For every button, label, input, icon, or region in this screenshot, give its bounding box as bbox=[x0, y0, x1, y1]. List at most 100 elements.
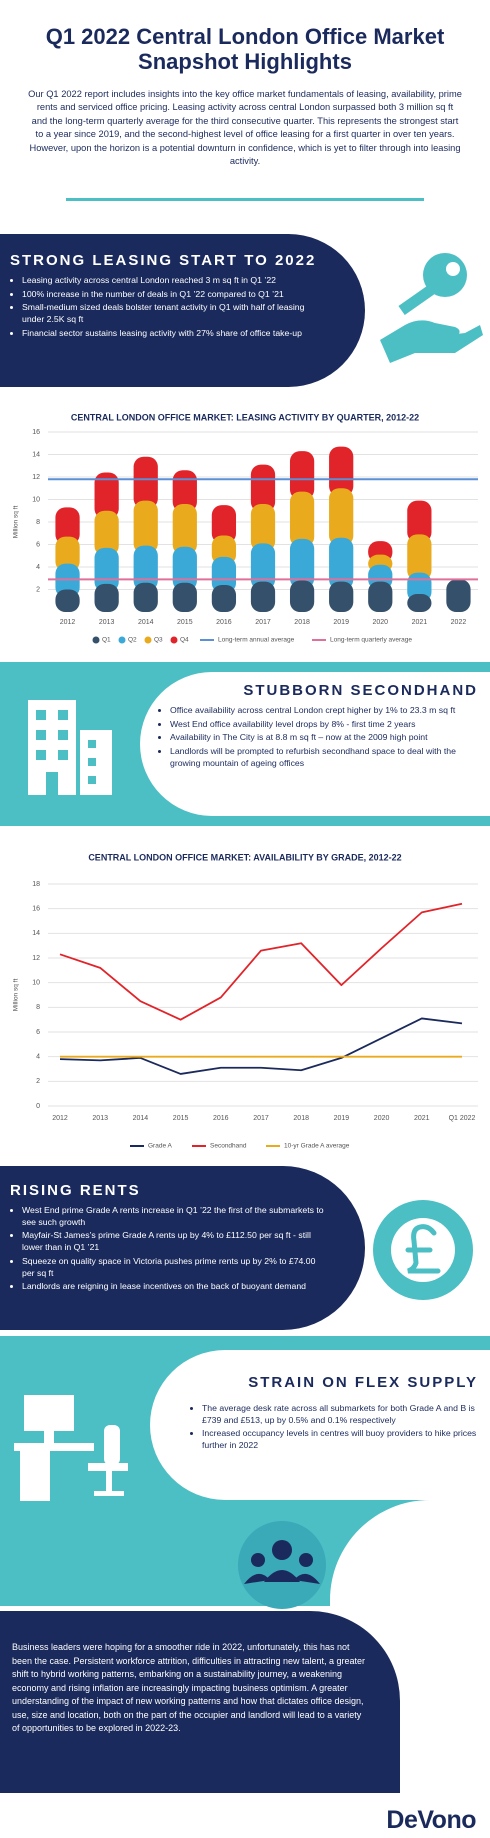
bar-segment bbox=[133, 582, 158, 612]
bar-segment bbox=[133, 456, 158, 509]
x-tick-label: 2019 bbox=[333, 619, 349, 626]
x-tick-label: Q1 2022 bbox=[449, 1115, 476, 1122]
bar-segment bbox=[250, 581, 276, 612]
bar-segment bbox=[211, 535, 237, 565]
bullet: Office availability across central Londo… bbox=[170, 705, 478, 717]
bar-segment bbox=[329, 446, 354, 497]
legend-label: Long-term quarterly average bbox=[330, 637, 412, 644]
x-tick-label: 2013 bbox=[92, 1115, 108, 1122]
bar-segment bbox=[55, 589, 80, 612]
bar-segment bbox=[94, 583, 119, 612]
bar-segment bbox=[172, 504, 197, 555]
divider bbox=[66, 198, 424, 201]
section-box: RISING RENTS West End prime Grade A rent… bbox=[0, 1166, 365, 1330]
bullet: Landlords are reigning in lease incentiv… bbox=[22, 1281, 325, 1293]
x-tick-label: 2019 bbox=[334, 1115, 350, 1122]
bullet: West End prime Grade A rents increase in… bbox=[22, 1205, 325, 1228]
legend-label: Q1 bbox=[102, 637, 111, 644]
bullet: Leasing activity across central London r… bbox=[22, 275, 325, 287]
bullet: Increased occupancy levels in centres wi… bbox=[202, 1428, 478, 1451]
bar-segment bbox=[55, 536, 80, 572]
bullet: 100% increase in the number of deals in … bbox=[22, 289, 325, 301]
bullet: Landlords will be prompted to refurbish … bbox=[170, 746, 478, 769]
x-tick-label: 2012 bbox=[52, 1115, 68, 1122]
bar-segment bbox=[55, 507, 80, 545]
chart-title: CENTRAL LONDON OFFICE MARKET: AVAILABILI… bbox=[88, 852, 401, 862]
building-icon bbox=[28, 700, 112, 795]
y-tick-label: 4 bbox=[36, 564, 40, 571]
bullet-list: Office availability across central Londo… bbox=[158, 705, 478, 770]
x-tick-label: 2020 bbox=[372, 619, 388, 626]
y-axis-label: Million sq ft bbox=[13, 506, 20, 539]
bar-segment bbox=[446, 579, 471, 612]
key-icon bbox=[380, 253, 483, 363]
chart: CENTRAL LONDON OFFICE MARKET: AVAILABILI… bbox=[13, 852, 478, 1150]
bar-segment bbox=[289, 451, 315, 500]
y-tick-label: 16 bbox=[32, 906, 40, 913]
y-tick-label: 2 bbox=[36, 586, 40, 593]
x-tick-label: 2014 bbox=[138, 619, 154, 626]
bar-segment bbox=[211, 505, 237, 544]
x-tick-label: 2021 bbox=[412, 619, 428, 626]
bar-segment bbox=[407, 500, 432, 543]
bullet: Financial sector sustains leasing activi… bbox=[22, 328, 325, 340]
y-tick-label: 8 bbox=[36, 1004, 40, 1011]
series-line bbox=[59, 902, 463, 1021]
x-tick-label: 2021 bbox=[414, 1115, 430, 1122]
x-tick-label: 2014 bbox=[133, 1115, 149, 1122]
section-box: STRAIN ON FLEX SUPPLY The average desk r… bbox=[150, 1350, 490, 1500]
y-tick-label: 2 bbox=[36, 1078, 40, 1085]
y-tick-label: 18 bbox=[32, 881, 40, 888]
legend-label: Grade A bbox=[148, 1143, 173, 1150]
y-tick-label: 14 bbox=[32, 451, 40, 458]
x-tick-label: 2022 bbox=[451, 619, 467, 626]
bullet: The average desk rate across all submark… bbox=[202, 1403, 478, 1426]
legend-label: Q2 bbox=[128, 637, 137, 644]
legend-swatch bbox=[118, 636, 126, 644]
y-tick-label: 8 bbox=[36, 519, 40, 526]
y-tick-label: 0 bbox=[36, 1103, 40, 1110]
bar-segment bbox=[407, 594, 432, 612]
bar-segment bbox=[289, 491, 315, 547]
bar-segment bbox=[211, 556, 237, 593]
legend-swatch bbox=[144, 636, 152, 644]
bar-segment bbox=[250, 543, 276, 590]
section-title: RISING RENTS bbox=[10, 1182, 141, 1199]
legend-swatch bbox=[92, 636, 100, 644]
bullet: Mayfair-St James’s prime Grade A rents u… bbox=[22, 1230, 325, 1253]
chart-title: CENTRAL LONDON OFFICE MARKET: LEASING AC… bbox=[71, 412, 419, 422]
bullet: West End office availability level drops… bbox=[170, 719, 478, 731]
bar-segment bbox=[94, 472, 119, 519]
section-title: STUBBORN SECONDHAND bbox=[243, 682, 478, 699]
bar-segment bbox=[368, 581, 393, 612]
bar-segment bbox=[407, 534, 432, 581]
bar-segment bbox=[172, 470, 197, 512]
legend-label: Secondhand bbox=[210, 1143, 247, 1150]
y-tick-label: 6 bbox=[36, 1029, 40, 1036]
bar-segment bbox=[329, 581, 354, 612]
bullet: Availability in The City is at 8.8 m sq … bbox=[170, 732, 478, 744]
bullet-list: Leasing activity across central London r… bbox=[10, 275, 325, 340]
chart: CENTRAL LONDON OFFICE MARKET: LEASING AC… bbox=[13, 412, 478, 644]
bullet: Small-medium sized deals bolster tenant … bbox=[22, 302, 325, 325]
series-line bbox=[59, 1017, 463, 1075]
section-title: STRAIN ON FLEX SUPPLY bbox=[248, 1374, 478, 1391]
y-axis-label: Million sq ft bbox=[13, 979, 20, 1012]
y-tick-label: 10 bbox=[32, 496, 40, 503]
y-tick-label: 12 bbox=[32, 474, 40, 481]
bar-segment bbox=[329, 537, 354, 590]
people-icon bbox=[238, 1521, 326, 1609]
legend-label: Q3 bbox=[154, 637, 163, 644]
section-box: STUBBORN SECONDHAND Office availability … bbox=[140, 672, 490, 816]
bar-segment bbox=[289, 580, 315, 612]
bar-segment bbox=[133, 500, 158, 554]
logo: DeVono bbox=[386, 1806, 476, 1834]
legend-label: Q4 bbox=[180, 637, 189, 644]
section-box: STRONG LEASING START TO 2022 Leasing act… bbox=[0, 234, 365, 387]
x-tick-label: 2020 bbox=[374, 1115, 390, 1122]
x-tick-label: 2018 bbox=[294, 619, 310, 626]
y-tick-label: 4 bbox=[36, 1054, 40, 1061]
x-tick-label: 2018 bbox=[293, 1115, 309, 1122]
intro: Our Q1 2022 report includes insights int… bbox=[28, 89, 462, 167]
